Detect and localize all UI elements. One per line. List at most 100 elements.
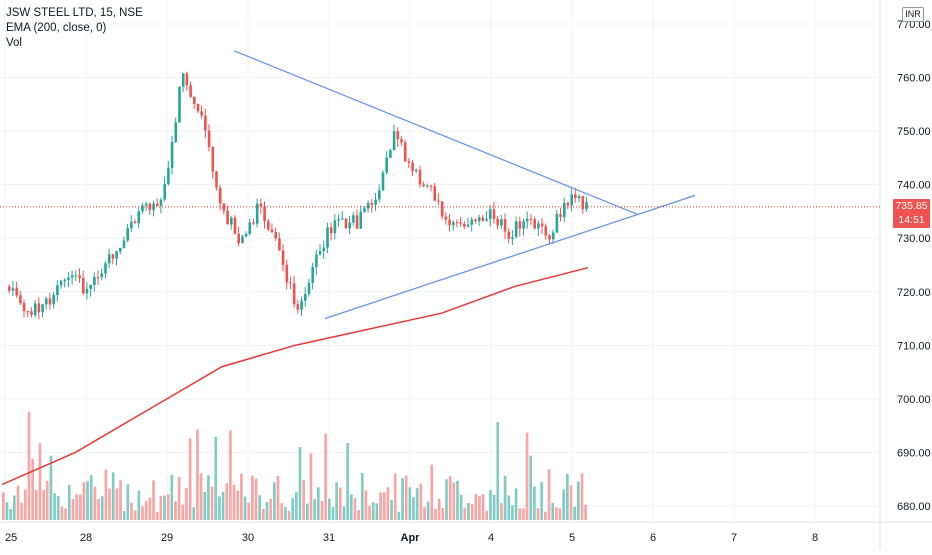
candle-down <box>204 115 207 131</box>
y-tick-label: 690.00 <box>897 447 931 459</box>
volume-bar <box>500 502 503 520</box>
y-tick-label: 710.00 <box>897 340 931 352</box>
currency-badge[interactable]: INR <box>902 7 924 22</box>
candle-up <box>181 73 185 87</box>
volume-bar <box>236 490 240 520</box>
volume-bar <box>371 502 375 520</box>
candle-up <box>311 267 314 283</box>
y-tick-label: 770.00 <box>897 19 931 31</box>
candle-down <box>507 231 511 239</box>
volume-bar <box>573 506 577 520</box>
x-tick-label: 4 <box>488 532 494 544</box>
volume-bar <box>584 504 587 520</box>
volume-bar <box>262 508 265 520</box>
volume-bar <box>404 475 408 520</box>
candle-up <box>178 86 181 123</box>
symbol-title[interactable]: JSW STEEL LTD, 15, NSE <box>6 7 143 19</box>
volume-bar <box>34 489 38 520</box>
volume-bar <box>338 487 342 520</box>
candle-up <box>500 219 503 226</box>
volume-bar <box>327 498 331 520</box>
volume-bar <box>295 492 298 520</box>
volume-bar <box>174 501 177 520</box>
candle-up <box>341 218 344 220</box>
x-tick-label: 29 <box>161 532 173 544</box>
volume-bar <box>448 476 452 520</box>
candle-down <box>22 303 26 312</box>
candle-up <box>45 298 48 305</box>
candle-down <box>559 214 562 218</box>
candle-up <box>119 247 122 252</box>
volume-bar <box>170 474 174 520</box>
candle-up <box>577 196 581 199</box>
candle-down <box>270 229 274 233</box>
candle-up <box>248 222 252 234</box>
candle-down <box>448 219 451 226</box>
candle-up <box>137 211 141 224</box>
candle-up <box>244 233 248 237</box>
candle-down <box>403 142 407 162</box>
volume-bar <box>53 493 56 520</box>
volume-bar <box>386 487 390 520</box>
bar-countdown: 14:51 <box>898 214 925 226</box>
volume-bar <box>401 478 404 520</box>
volume-bar <box>258 495 262 520</box>
volume-bar <box>511 505 514 520</box>
volume-bar <box>390 499 393 520</box>
volume-bar <box>408 487 412 520</box>
volume-bar <box>31 458 34 520</box>
candle-up <box>174 122 178 142</box>
x-tick-label: 8 <box>812 532 818 544</box>
volume-bar <box>291 498 294 520</box>
candle-up <box>389 150 392 158</box>
candle-down <box>96 277 100 279</box>
volume-bar <box>93 486 97 520</box>
volume-bar <box>357 509 360 520</box>
volume-bar <box>349 494 353 520</box>
candle-down <box>396 131 400 140</box>
volume-bar <box>188 438 192 520</box>
candle-up <box>363 208 366 212</box>
volume-bar <box>203 492 207 520</box>
volume-bar <box>305 503 309 520</box>
x-tick-label: 28 <box>80 532 92 544</box>
volume-bar <box>533 486 536 520</box>
candle-down <box>503 219 507 232</box>
candle-down <box>411 162 414 172</box>
volume-bar <box>20 502 23 520</box>
x-tick-label: 30 <box>242 532 254 544</box>
volume-bar <box>12 495 16 520</box>
candle-up <box>33 303 37 315</box>
trendline-1 <box>233 50 638 215</box>
ema-indicator-label[interactable]: EMA (200, close, 0) <box>6 22 107 34</box>
candle-up <box>67 277 70 280</box>
candle-up <box>163 184 166 200</box>
volume-bar <box>364 490 368 520</box>
volume-bar <box>514 488 518 520</box>
candle-up <box>585 202 588 210</box>
candle-up <box>333 220 337 234</box>
volume-bar <box>97 499 100 520</box>
volume-bar <box>335 482 338 520</box>
candle-up <box>89 284 92 289</box>
volume-bar <box>130 502 133 520</box>
candle-down <box>429 185 433 187</box>
candle-up <box>470 219 474 225</box>
volume-bar <box>166 493 170 520</box>
volume-bar <box>9 508 12 520</box>
candle-up <box>537 223 540 229</box>
candle-up <box>366 202 370 209</box>
candle-up <box>378 190 381 200</box>
volume-bar <box>302 479 305 520</box>
candle-up <box>100 273 104 278</box>
volume-bar <box>562 489 566 520</box>
volume-bar <box>382 492 386 520</box>
candle-up <box>555 214 559 233</box>
volume-bar <box>243 496 247 520</box>
volume-bar <box>218 496 221 520</box>
volume-indicator-label[interactable]: Vol <box>6 37 22 49</box>
candle-up <box>570 194 573 206</box>
candle-up <box>141 205 144 212</box>
